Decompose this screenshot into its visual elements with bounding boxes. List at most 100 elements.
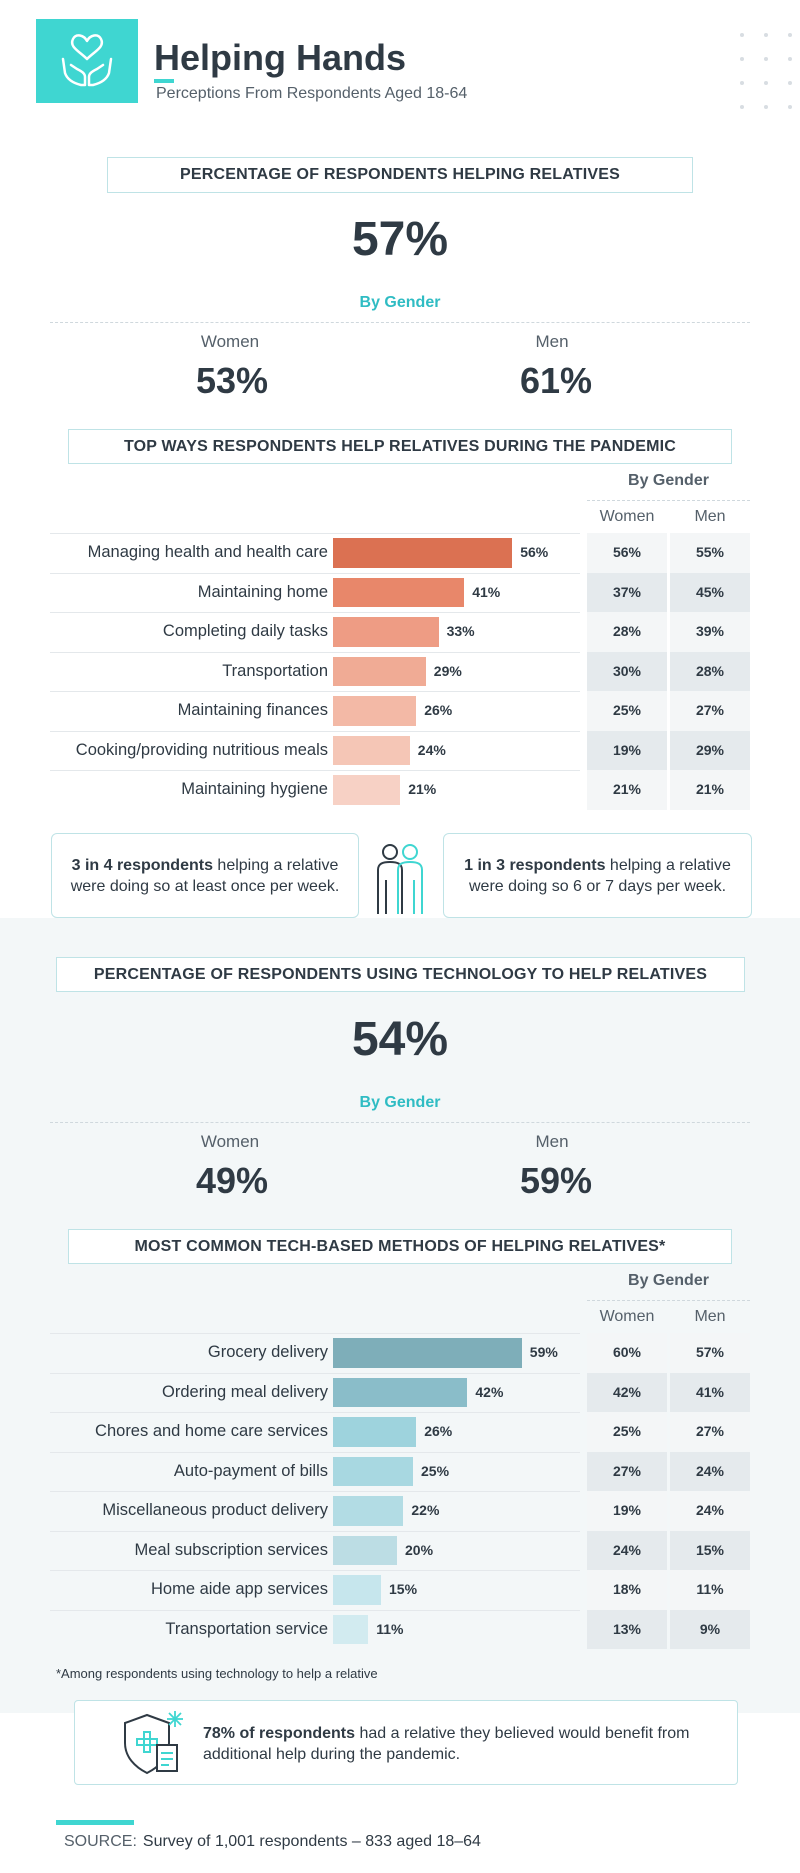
shield-medical-icon xyxy=(117,1709,187,1777)
category-label: Auto-payment of bills xyxy=(173,1461,328,1480)
helping-hands-logo xyxy=(36,19,138,103)
bar-value-label: 15% xyxy=(389,1581,418,1597)
women-value-cell: 56% xyxy=(587,533,667,573)
technology-percentage: 54% xyxy=(351,1013,449,1066)
bar-value-label: 42% xyxy=(475,1383,504,1400)
bar xyxy=(333,1535,397,1565)
divider xyxy=(587,1300,750,1301)
chart-row: Maintaining finances 26% 25% 27% xyxy=(50,691,750,731)
row-divider xyxy=(50,533,580,534)
note-box: 78% of respondents had a relative they b… xyxy=(74,1700,738,1785)
category-label: Cooking/providing nutritious meals xyxy=(75,740,328,759)
men-value: 59% xyxy=(519,1160,593,1201)
category-label: Ordering meal delivery xyxy=(162,1382,328,1401)
note-text: 78% of respondents had a relative they b… xyxy=(203,1725,690,1763)
women-value-cell: 28% xyxy=(587,612,667,652)
by-gender-label: By Gender xyxy=(359,1094,441,1111)
chart-row: Home aide app services 15% 18% 11% xyxy=(50,1570,750,1610)
bar-value-label: 21% xyxy=(408,781,437,797)
chart-row: Miscellaneous product delivery 22% 19% 24% xyxy=(50,1491,750,1531)
chart-row: Managing health and health care 56% 56% 55% xyxy=(50,533,750,573)
category-label: Maintaining home xyxy=(197,582,328,601)
women-value-cell: 30% xyxy=(587,651,667,691)
header: Helping Hands Perceptions From Responden… xyxy=(36,19,792,109)
category-label: Managing health and health care xyxy=(87,543,328,561)
bar xyxy=(333,1456,413,1486)
section-title-top-ways: TOP WAYS RESPONDENTS HELP RELATIVES DURI… xyxy=(68,429,732,464)
bar xyxy=(333,1496,404,1526)
bar xyxy=(333,1377,468,1407)
chart-row: Maintaining hygiene 21% 21% 21% xyxy=(50,770,750,810)
callout-daily-text: 1 in 3 respondents helping a relative we… xyxy=(464,856,731,895)
bar xyxy=(333,1614,369,1644)
women-label: Women xyxy=(200,1132,260,1151)
chart-row: Transportation 29% 30% 28% xyxy=(50,651,750,691)
women-value-cell: 24% xyxy=(587,1530,667,1570)
category-label: Transportation xyxy=(222,661,328,680)
women-value-cell: 21% xyxy=(587,770,667,810)
women-value-cell: 37% xyxy=(587,572,667,612)
men-value-cell: 24% xyxy=(670,1451,750,1491)
chart-row: Meal subscription services 20% 24% 15% xyxy=(50,1530,750,1570)
row-divider xyxy=(50,1412,580,1413)
bar xyxy=(333,775,401,805)
chart-row: Completing daily tasks 33% 28% 39% xyxy=(50,612,750,652)
tech-methods-chart: By Gender Women Men Grocery delivery 59% 6… xyxy=(50,1270,750,1650)
top-ways-chart: By Gender Women Men Managing health and … xyxy=(50,470,750,810)
row-divider xyxy=(50,572,580,574)
row-divider xyxy=(50,770,580,771)
row-divider xyxy=(50,1609,580,1611)
men-value-cell: 27% xyxy=(670,691,750,731)
women-column-header: Women xyxy=(599,508,655,525)
men-value-cell: 28% xyxy=(670,651,750,691)
footnote: *Among respondents using technology to h… xyxy=(56,1666,378,1681)
title-accent-line xyxy=(154,79,174,83)
section-title-technology: PERCENTAGE OF RESPONDENTS USING TECHNOLO… xyxy=(56,957,745,992)
bar xyxy=(333,617,439,647)
category-label: Completing daily tasks xyxy=(162,622,328,640)
bar-value-label: 11% xyxy=(376,1620,404,1637)
men-value-cell: 11% xyxy=(670,1570,750,1610)
women-label: Women xyxy=(200,332,260,351)
category-label: Maintaining finances xyxy=(177,701,328,719)
bar xyxy=(333,1575,381,1605)
bar xyxy=(333,1338,522,1368)
category-label: Transportation service xyxy=(165,1619,328,1638)
callout-weekly: 3 in 4 respondents helping a relative we… xyxy=(51,833,359,918)
bar-value-label: 59% xyxy=(529,1344,558,1360)
chart-row: Cooking/providing nutritious meals 24% 19%… xyxy=(50,730,750,770)
men-value-cell: 55% xyxy=(670,533,750,573)
category-label: Grocery delivery xyxy=(207,1343,328,1361)
men-value-cell: 24% xyxy=(670,1491,750,1531)
chart-row: Chores and home care services 26% 25% 27% xyxy=(50,1412,750,1452)
divider xyxy=(50,1122,750,1123)
by-gender-header: By Gender xyxy=(628,1272,709,1289)
bar xyxy=(333,577,465,607)
women-value-cell: 13% xyxy=(587,1609,667,1649)
section-title-helping: PERCENTAGE OF RESPONDENTS HELPING RELATI… xyxy=(107,157,693,193)
divider xyxy=(50,322,750,323)
page-title: Helping Hands xyxy=(154,37,407,78)
heart-hands-icon xyxy=(61,34,113,87)
men-value-cell: 57% xyxy=(670,1333,750,1373)
chart-row: Auto-payment of bills 25% 27% 24% xyxy=(50,1451,750,1491)
category-label: Miscellaneous product delivery xyxy=(102,1501,328,1519)
by-gender-header: By Gender xyxy=(628,472,709,489)
women-value: 49% xyxy=(195,1160,269,1201)
men-column-header: Men xyxy=(694,1308,726,1325)
section-title-tech-methods: MOST COMMON TECH-BASED METHODS OF HELPIN… xyxy=(68,1229,732,1264)
women-column-header: Women xyxy=(599,1308,655,1325)
row-divider xyxy=(50,612,580,613)
men-value-cell: 15% xyxy=(670,1530,750,1570)
bar xyxy=(333,1417,417,1447)
category-label: Maintaining hygiene xyxy=(181,780,328,798)
bar-value-label: 56% xyxy=(520,544,549,560)
chart-row: Grocery delivery 59% 60% 57% xyxy=(50,1333,750,1373)
row-divider xyxy=(50,1451,580,1453)
men-value: 61% xyxy=(519,360,593,401)
source-label: SOURCE: xyxy=(64,1833,137,1850)
women-value-cell: 25% xyxy=(587,691,667,731)
row-divider xyxy=(50,1491,580,1492)
row-divider xyxy=(50,1570,580,1571)
